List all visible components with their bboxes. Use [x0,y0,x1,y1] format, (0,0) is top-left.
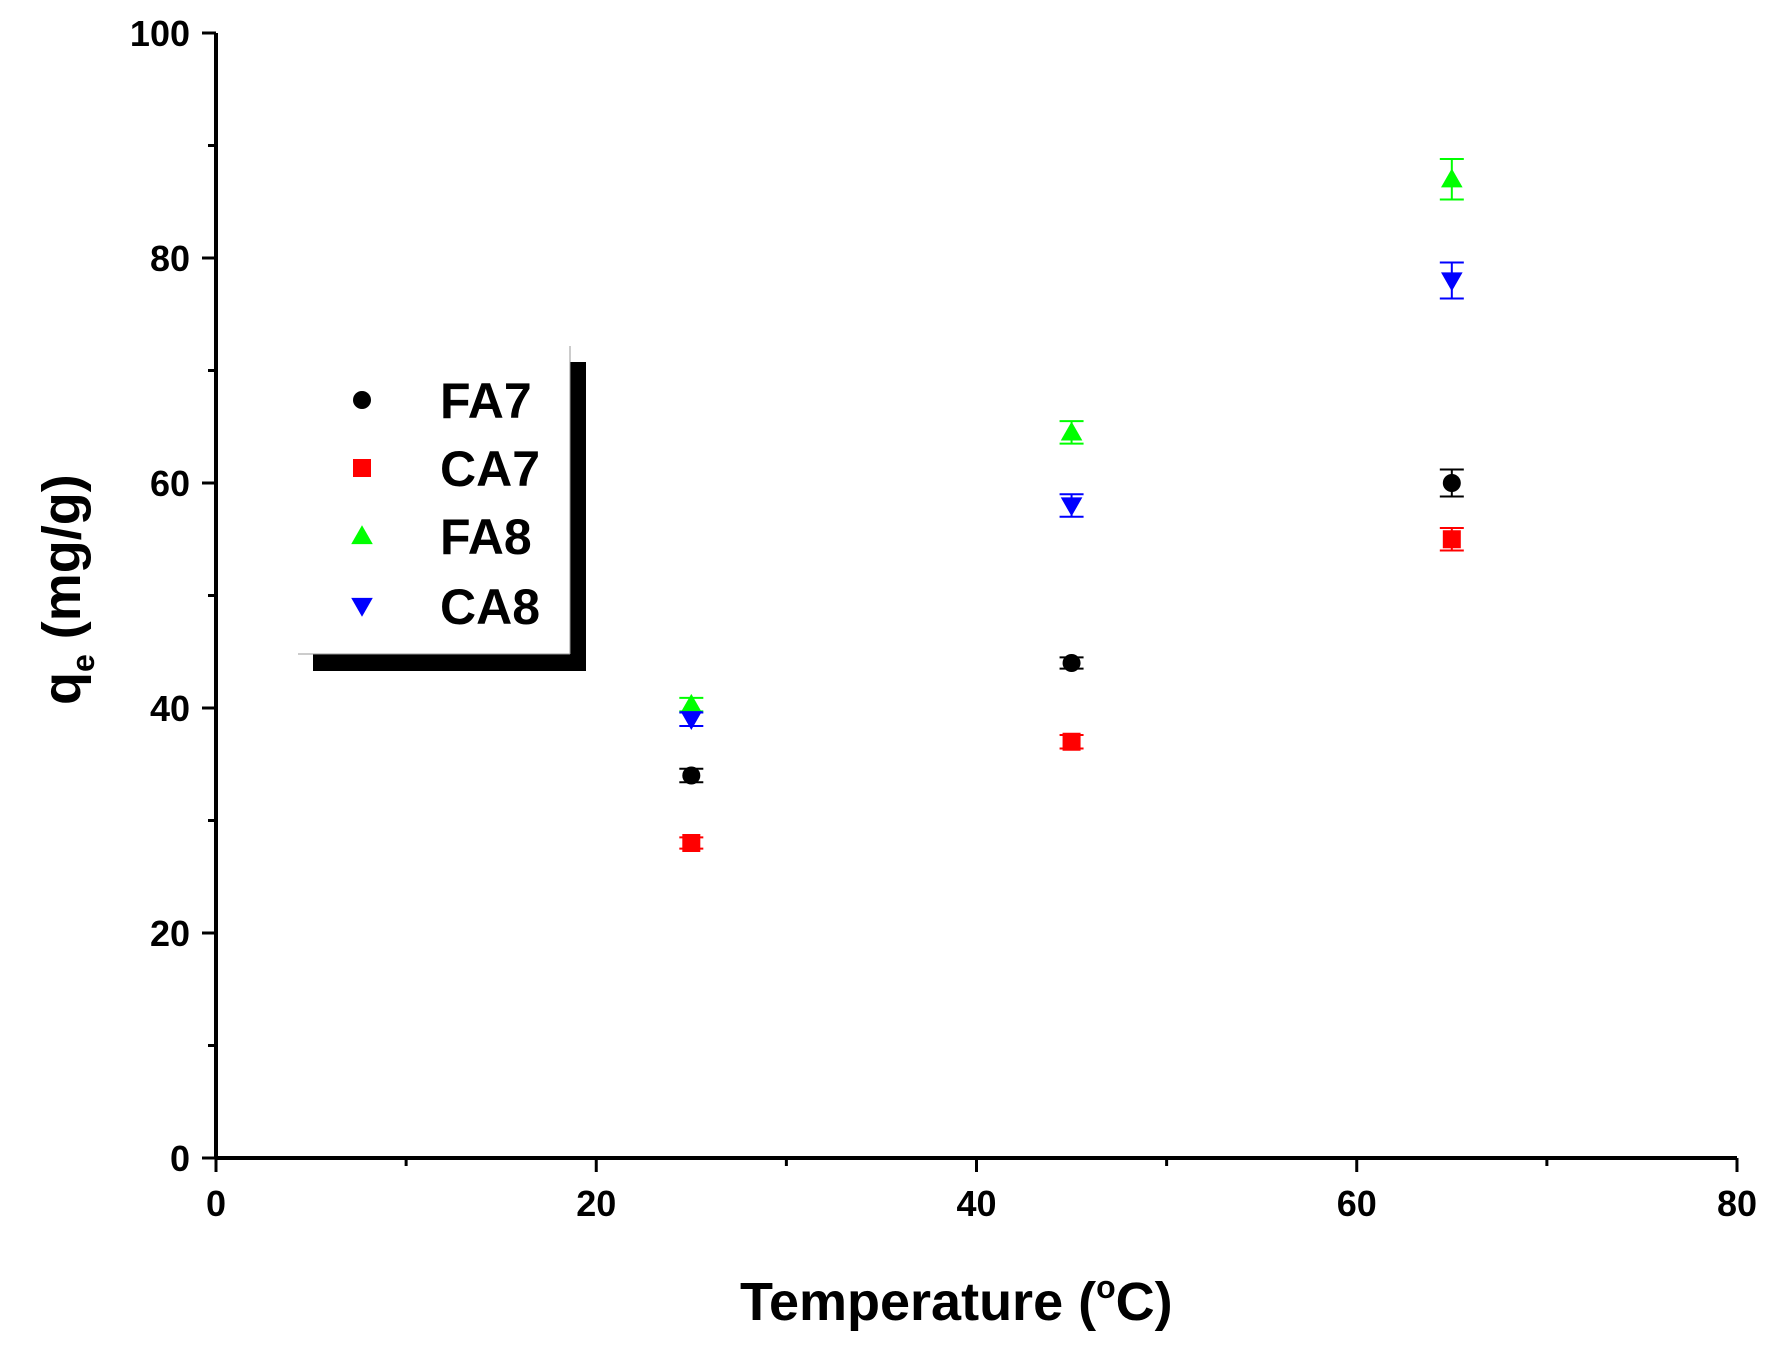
legend-marker-CA7 [353,459,371,477]
y-tick-label-0: 0 [170,1138,190,1179]
axes: 0 20 40 60 80 0 20 40 60 80 100 [130,13,1757,1224]
y-tick-label-20: 20 [150,913,190,954]
y-tick-label-40: 40 [150,688,190,729]
point-CA7-1 [1062,732,1081,751]
legend-marker-FA7 [353,391,371,409]
point-CA8-1 [1060,497,1083,517]
point-FA8-1 [1060,421,1083,441]
y-axis-title: qe (mg/g) [32,474,101,705]
legend-label-FA7: FA7 [440,373,532,429]
legend-label-FA8: FA8 [440,509,532,565]
legend-label-CA8: CA8 [440,579,540,635]
x-tick-label-80: 80 [1717,1183,1757,1224]
point-FA7-2 [1442,474,1461,492]
legend-label-CA7: CA7 [440,441,540,497]
legend-marker-FA8 [351,525,373,545]
point-FA7-1 [1062,654,1081,672]
series-CA8 [679,261,1464,731]
point-FA7-0 [682,766,701,785]
point-CA7-2 [1442,530,1461,549]
data-marks [679,158,1464,852]
series-FA7 [679,468,1464,785]
x-tick-label-20: 20 [576,1183,616,1224]
x-tick-label-60: 60 [1337,1183,1377,1224]
series-FA8 [679,158,1464,713]
x-axis-title: Temperature (oC) [740,1269,1173,1332]
x-tick-label-0: 0 [206,1183,226,1224]
x-tick-label-40: 40 [956,1183,996,1224]
series-CA7 [679,527,1464,852]
legend: FA7 CA7 FA8 CA8 [298,346,586,671]
legend-marker-CA8 [351,597,373,617]
point-CA7-0 [682,834,701,852]
y-tick-label-60: 60 [150,463,190,504]
legend-box [298,346,570,654]
y-tick-label-80: 80 [150,238,190,279]
y-tick-label-100: 100 [130,13,190,54]
point-CA8-2 [1441,272,1463,292]
point-FA8-2 [1441,168,1463,188]
point-FA8-0 [680,693,703,713]
point-CA8-0 [680,711,703,731]
